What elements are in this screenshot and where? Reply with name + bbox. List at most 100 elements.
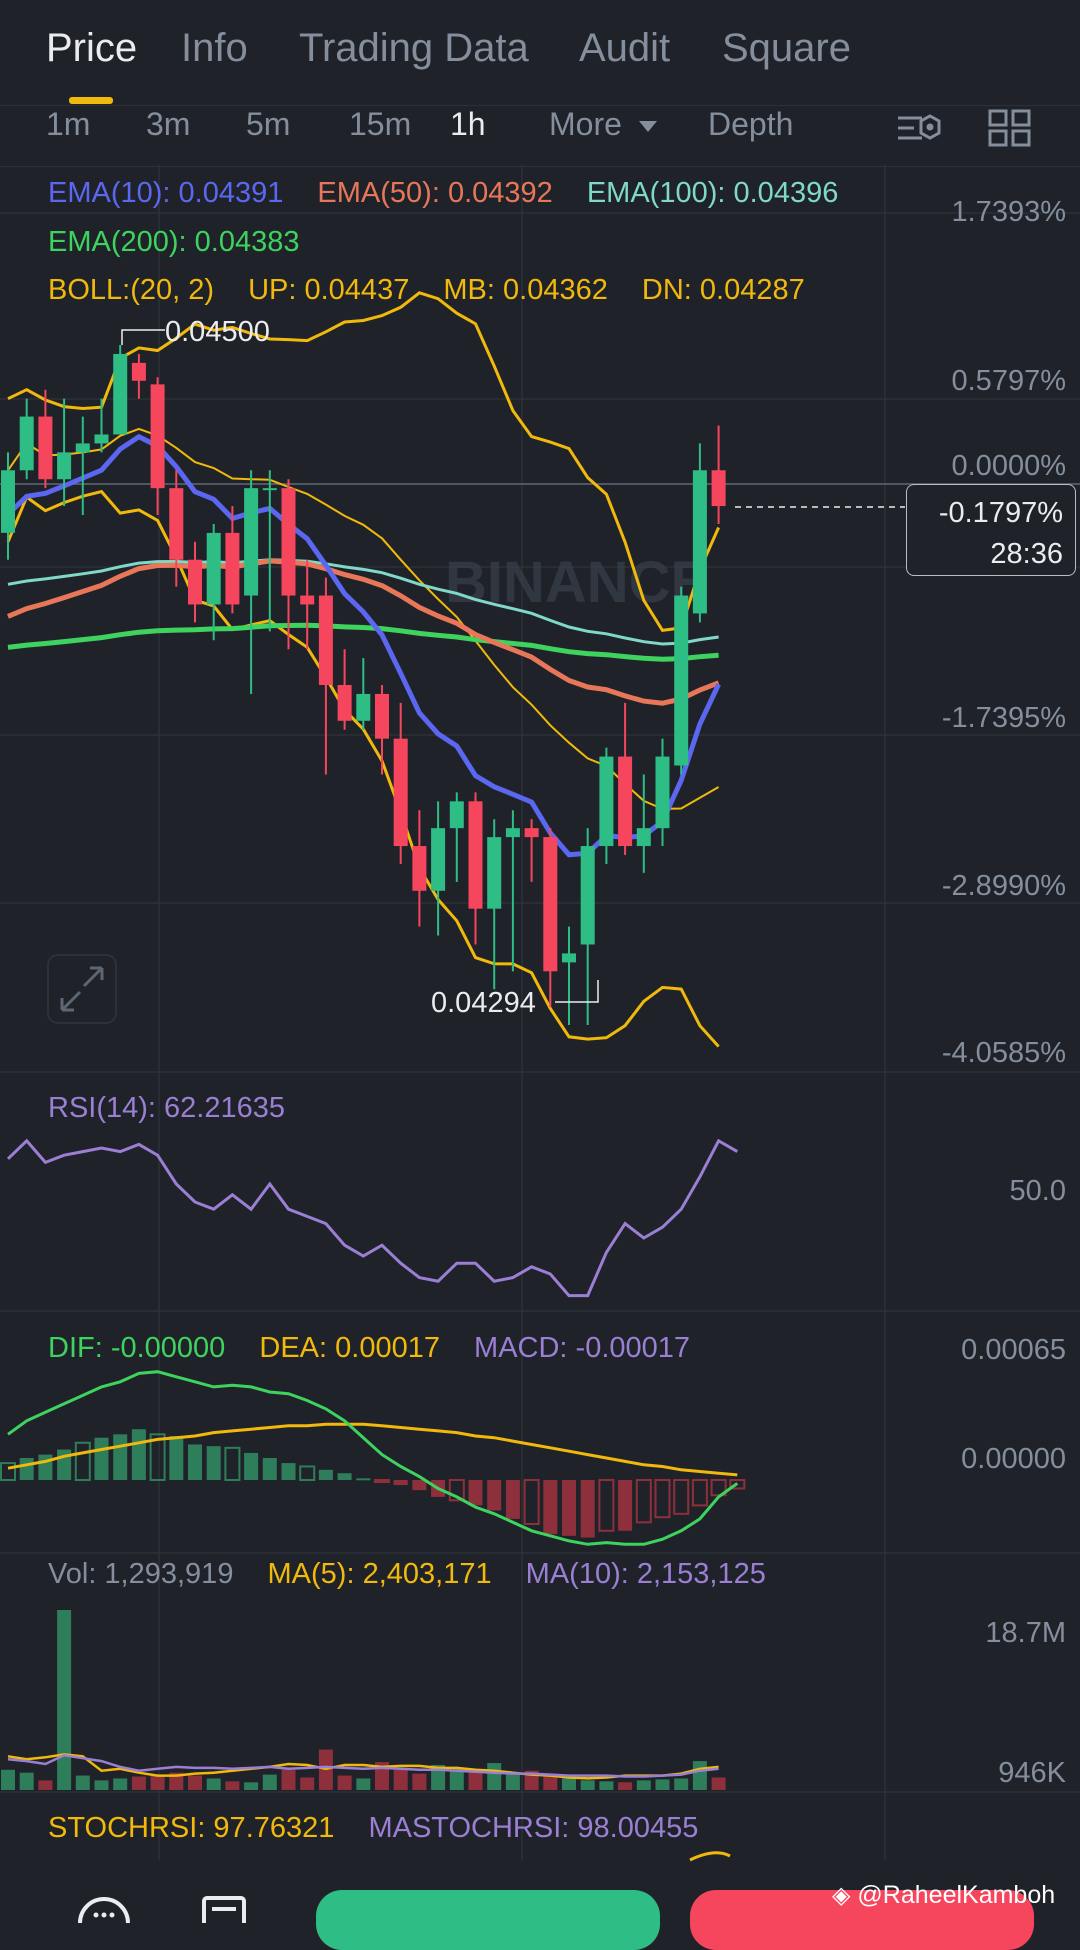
indicator-settings-icon[interactable] (896, 108, 942, 148)
volume-bar (692, 1761, 707, 1790)
grid-lines (0, 165, 1080, 1860)
interval-1h[interactable]: 1h (450, 106, 486, 142)
interval-15m[interactable]: 15m (349, 106, 412, 142)
macd-histogram-bar (448, 1479, 465, 1502)
more-dropdown[interactable]: More (549, 106, 659, 143)
pct-axis-3: 0.0000% (951, 450, 1067, 482)
macd-histogram-bar (188, 1444, 202, 1480)
tab-trading-data[interactable]: Trading Data (299, 26, 529, 70)
macd-histogram-bar (169, 1436, 184, 1480)
boll-up: UP: 0.04437 (248, 274, 410, 306)
low-marker: 0.04294 (431, 980, 599, 1019)
tab-audit[interactable]: Audit (579, 26, 671, 70)
volume-bar (169, 1772, 184, 1790)
rsi-line (6, 1138, 739, 1298)
current-price-box: -0.1797% 28:36 (906, 484, 1076, 576)
layout-grid-icon[interactable] (988, 108, 1032, 148)
volume-bar (543, 1776, 558, 1790)
buy-button[interactable] (316, 1890, 660, 1950)
binance-logo-icon: ◈ (832, 1882, 851, 1909)
ema200-legend: EMA(200): 0.04383 (48, 226, 300, 258)
volume-bar (281, 1769, 296, 1790)
interval-3m[interactable]: 3m (146, 106, 191, 142)
caret-down-icon (638, 121, 657, 132)
expand-chart-button[interactable] (47, 954, 117, 1024)
ema100-legend: EMA(100): 0.04396 (586, 177, 839, 209)
interval-bar: 1m 3m 5m 15m 1h More Depth (0, 105, 1080, 167)
volume-bar (94, 1780, 109, 1790)
volume-bar (487, 1763, 502, 1790)
macd-histogram-bar (374, 1479, 390, 1483)
pct-axis-2: 0.5797% (951, 365, 1067, 397)
tab-info[interactable]: Info (181, 26, 248, 70)
candle-body (580, 846, 595, 945)
pct-axis-1: 1.7393% (951, 196, 1067, 228)
macd-histogram-bar (580, 1480, 595, 1538)
candle-body (711, 470, 726, 507)
candle-body (562, 953, 576, 963)
macd-histogram-bar (635, 1479, 652, 1524)
top-tab-bar: Price Info Trading Data Audit Square (0, 0, 1080, 105)
chat-icon[interactable] (76, 1893, 132, 1923)
dea-legend: DEA: 0.00017 (259, 1332, 440, 1364)
rsi-legend: RSI(14): 62.21635 (48, 1092, 285, 1124)
tab-price[interactable]: Price (46, 26, 138, 70)
candle-body (225, 532, 240, 605)
candle-countdown: 28:36 (990, 538, 1063, 570)
macd-histogram-bar (691, 1479, 708, 1507)
candle-body (692, 470, 707, 614)
volume-bar (505, 1774, 520, 1790)
interval-5m[interactable]: 5m (246, 106, 291, 142)
macd-legend: DIF: -0.00000 DEA: 0.00017 MACD: -0.0001… (48, 1332, 690, 1365)
volume-bar (431, 1764, 446, 1790)
macd-histogram-bar (523, 1479, 540, 1525)
orders-icon[interactable] (200, 1895, 248, 1923)
candle-body (131, 362, 146, 381)
volume-bar (1, 1769, 15, 1790)
macd-panel (0, 1370, 746, 1546)
dif-legend: DIF: -0.00000 (48, 1332, 226, 1364)
macd-histogram-bar (673, 1479, 690, 1515)
interval-1m[interactable]: 1m (46, 106, 91, 142)
candle-body (300, 595, 315, 605)
volume-bar (393, 1769, 408, 1790)
dea-line (7, 1422, 738, 1477)
volume-bar (468, 1771, 483, 1790)
stochrsi-legend: STOCHRSI: 97.76321 MASTOCHRSI: 98.00455 (48, 1812, 698, 1845)
candle-body (38, 416, 53, 480)
pct-axis-6: -4.0585% (941, 1037, 1066, 1069)
volume-bar (580, 1780, 595, 1790)
boll-middle-line (7, 427, 720, 810)
candle-body (1, 470, 15, 533)
volume-bar (449, 1767, 464, 1790)
volume-bar (356, 1778, 371, 1790)
vol-axis-top: 18.7M (985, 1617, 1066, 1649)
candle-body (356, 693, 371, 721)
candle-body (281, 488, 296, 596)
dif-line (7, 1370, 739, 1546)
volume-bar (655, 1779, 670, 1790)
volume-bar (75, 1775, 90, 1790)
volume-bar (113, 1778, 128, 1790)
volume-bar (337, 1775, 352, 1790)
boll-params: BOLL:(20, 2) (48, 274, 215, 306)
mastochrsi-value: MASTOCHRSI: 98.00455 (368, 1812, 699, 1844)
volume-bar (150, 1774, 165, 1790)
depth-tab[interactable]: Depth (708, 106, 794, 142)
ema50-legend: EMA(50): 0.04392 (317, 177, 553, 209)
low-price-label: 0.04294 (431, 987, 536, 1019)
volume-bar (636, 1780, 651, 1790)
tab-square[interactable]: Square (722, 26, 851, 70)
candle-body (412, 846, 427, 891)
user-watermark: ◈ @RaheelKamboh (832, 1881, 1055, 1910)
volume-bar (618, 1782, 633, 1790)
macd-histogram-bar (318, 1469, 333, 1480)
candle-body (375, 693, 389, 739)
macd-histogram-bar (113, 1434, 128, 1480)
boll-mb: MB: 0.04362 (443, 274, 608, 306)
macd-histogram-bar (598, 1479, 615, 1532)
macd-histogram-bar (19, 1458, 34, 1480)
vol-axis-bottom: 946K (998, 1757, 1066, 1789)
ema10-legend: EMA(10): 0.04391 (48, 177, 284, 209)
